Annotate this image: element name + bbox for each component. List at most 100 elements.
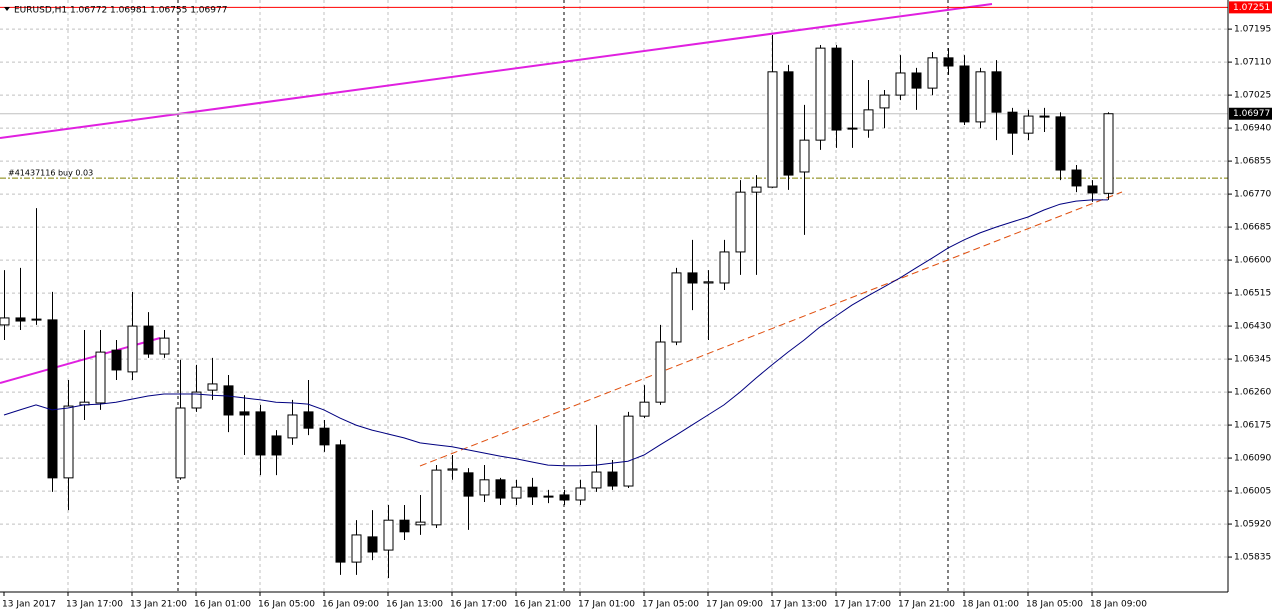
y-tick-label: 1.06855 — [1234, 157, 1271, 167]
candle-body — [1087, 185, 1098, 194]
candle-body — [15, 317, 26, 322]
candle-body — [751, 186, 762, 193]
price-label: 1.06977 — [1233, 109, 1270, 119]
candle-body — [1055, 116, 1066, 171]
y-tick-label: 1.06515 — [1234, 289, 1271, 299]
candle-body — [991, 71, 1002, 113]
y-tick-label: 1.06770 — [1234, 190, 1271, 200]
y-tick-label: 1.06685 — [1234, 223, 1271, 233]
price-box — [1229, 107, 1272, 120]
candle-body — [879, 94, 890, 109]
candle-body — [719, 251, 730, 284]
x-tick-label: 18 Jan 01:00 — [962, 600, 1019, 610]
chart-title: EURUSD,H1 1.06772 1.06981 1.06755 1.0697… — [14, 6, 227, 16]
y-tick-label: 1.06090 — [1234, 454, 1271, 464]
candle-body — [831, 47, 842, 131]
plot: #41437116 buy 0.03 — [0, 6, 1228, 579]
candle-body — [63, 405, 74, 479]
x-tick-label: 17 Jan 01:00 — [578, 600, 635, 610]
candle-body — [511, 486, 522, 499]
candle-body — [623, 415, 634, 487]
candle-body — [239, 411, 250, 416]
candle-body — [1023, 115, 1034, 134]
candle-body — [111, 349, 122, 371]
candle-body — [927, 57, 938, 89]
x-tick-label: 17 Jan 17:00 — [834, 600, 891, 610]
candle-body — [255, 411, 266, 456]
candle-body — [271, 435, 282, 456]
x-tick-label: 18 Jan 09:00 — [1090, 600, 1147, 610]
candle-body — [479, 479, 490, 496]
candle-body — [783, 71, 794, 176]
candle-body — [207, 383, 218, 391]
y-tick-label: 1.06345 — [1234, 355, 1271, 365]
y-tick-label: 1.06260 — [1234, 388, 1271, 398]
candle-body — [559, 494, 570, 501]
candle-body — [175, 407, 186, 479]
candle-body — [159, 337, 170, 355]
candle-body — [1039, 115, 1050, 118]
candle-body — [735, 191, 746, 253]
candle-body — [543, 495, 554, 498]
candle-body — [767, 71, 778, 188]
y-tick-label: 1.06600 — [1234, 256, 1271, 266]
candle-body — [655, 341, 666, 403]
candle-body — [495, 479, 506, 499]
x-tick-label: 16 Jan 05:00 — [258, 600, 315, 610]
candle-body — [383, 519, 394, 551]
candle-body — [815, 47, 826, 141]
x-tick-label: 17 Jan 13:00 — [770, 600, 827, 610]
candle-body — [367, 536, 378, 553]
candle-body — [303, 411, 314, 429]
y-tick-label: 1.06430 — [1234, 322, 1271, 332]
candle-body — [95, 351, 106, 404]
alert-price-box — [1229, 1, 1272, 14]
candle-body — [943, 57, 954, 67]
candle-body — [351, 534, 362, 563]
candle-body — [1071, 169, 1082, 187]
y-tick-label: 1.07195 — [1234, 25, 1271, 35]
x-tick-label: 18 Jan 05:00 — [1026, 600, 1083, 610]
candle-body — [143, 325, 154, 355]
alert-price-label: 1.07251 — [1233, 3, 1270, 13]
x-tick-label: 17 Jan 05:00 — [642, 600, 699, 610]
candle-body — [223, 385, 234, 416]
candle-body — [0, 317, 10, 326]
candle-body — [463, 472, 474, 497]
candle-body — [895, 72, 906, 96]
candle-body — [127, 325, 138, 373]
candle-body — [671, 272, 682, 343]
x-tick-label: 16 Jan 21:00 — [514, 600, 571, 610]
menu-arrow[interactable] — [4, 7, 10, 11]
candle-body — [863, 109, 874, 131]
candle-body — [431, 469, 442, 526]
y-tick-label: 1.06940 — [1234, 124, 1271, 134]
moving-average — [3, 199, 1108, 467]
candle-body — [975, 71, 986, 123]
candle-body — [47, 319, 58, 479]
x-tick-label: 16 Jan 01:00 — [194, 600, 251, 610]
x-tick-label: 16 Jan 17:00 — [450, 600, 507, 610]
candle-body — [1103, 113, 1114, 194]
candle-body — [527, 486, 538, 498]
candle-body — [575, 487, 586, 501]
candle-body — [799, 139, 810, 173]
y-tick-label: 1.06175 — [1234, 421, 1271, 431]
candle-body — [399, 519, 410, 533]
candle-body — [287, 414, 298, 439]
candle-body — [959, 65, 970, 123]
x-tick-label: 16 Jan 09:00 — [322, 600, 379, 610]
candle-body — [335, 444, 346, 563]
x-tick-label: 16 Jan 13:00 — [386, 600, 443, 610]
candle-body — [639, 401, 650, 417]
candle-body — [415, 521, 426, 526]
y-tick-label: 1.07025 — [1234, 91, 1271, 101]
x-tick-label: 13 Jan 17:00 — [66, 600, 123, 610]
candle-body — [607, 471, 618, 487]
candle-body — [31, 318, 42, 321]
trendline — [0, 3, 993, 139]
candle-body — [847, 127, 858, 130]
candle-body — [687, 272, 698, 284]
